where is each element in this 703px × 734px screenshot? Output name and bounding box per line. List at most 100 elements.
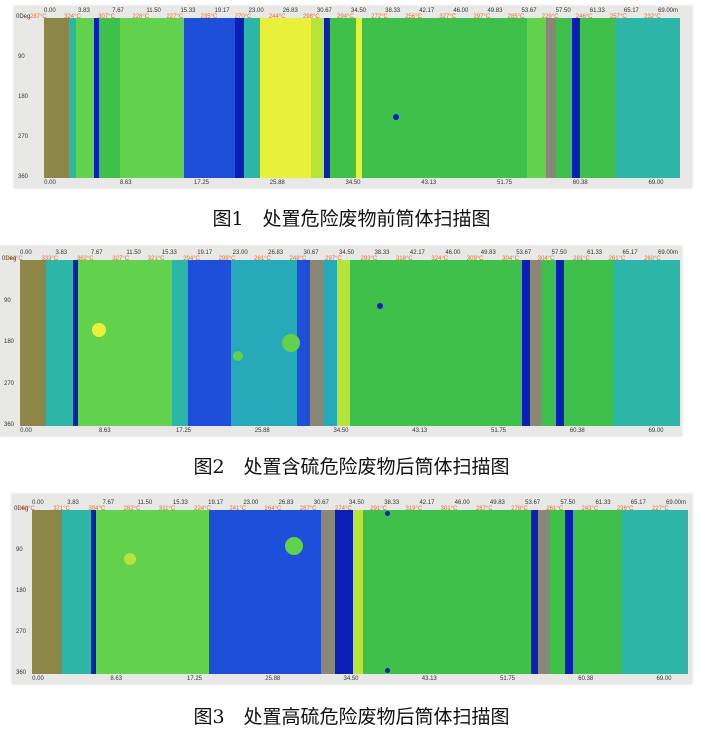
scan-band bbox=[521, 260, 530, 426]
top-temperature-label: 235°C bbox=[200, 14, 218, 20]
x-tick-label: 34.50 bbox=[345, 180, 361, 186]
top-temperature-label: 244°C bbox=[268, 14, 286, 20]
top-temperature-label: 227°C bbox=[166, 14, 184, 20]
top-position-label: 26.83 bbox=[268, 250, 284, 256]
scan-screen-1: 0Deg 0.00 287°C 3.83 324°C 7.67 307°C 11.50 228… bbox=[14, 6, 692, 188]
x-tick-label: 69.00 bbox=[648, 180, 664, 186]
x-tick-label: 43.13 bbox=[421, 180, 437, 186]
scan-band bbox=[78, 260, 172, 426]
top-temperature-label: 261°C bbox=[546, 506, 564, 512]
top-temperature-label: 324°C bbox=[431, 256, 449, 262]
top-temperature-label: 298°C bbox=[302, 14, 320, 20]
scan-band bbox=[93, 18, 99, 178]
top-temperature-label: 311°C bbox=[158, 506, 176, 512]
top-temperature-label: 327°C bbox=[439, 14, 457, 20]
top-position-label: 65.17 bbox=[622, 250, 638, 256]
top-temperature-label: 285°C bbox=[507, 14, 525, 20]
figure-caption-1: 图1 处置危险废物前筒体扫描图 bbox=[212, 208, 491, 230]
scan-band bbox=[614, 260, 680, 426]
x-tick-label: 25.88 bbox=[254, 428, 270, 434]
scan-band bbox=[335, 510, 354, 674]
top-temperature-label: 294°C bbox=[337, 14, 354, 20]
top-position-label: 11.50 bbox=[137, 500, 153, 506]
top-position-label: 57.50 bbox=[551, 250, 567, 256]
top-temperature-label: 246°C bbox=[575, 14, 593, 20]
scan-band bbox=[527, 18, 547, 178]
top-position-label: 57.50 bbox=[555, 8, 571, 14]
top-position-label: 34.50 bbox=[351, 8, 367, 14]
scan-band bbox=[571, 18, 580, 178]
scan-band bbox=[46, 260, 73, 426]
top-temperature-label: 307°C bbox=[98, 14, 115, 20]
top-position-label: 3.83 bbox=[67, 500, 79, 506]
y-tick-label: 180 bbox=[16, 588, 27, 594]
scan-band bbox=[209, 510, 321, 674]
top-temperature-label: 287°C bbox=[30, 14, 47, 20]
x-tick-label: 69.00 bbox=[648, 428, 664, 434]
scan-band bbox=[69, 18, 76, 178]
top-temperature-label: 256°C bbox=[405, 14, 422, 20]
top-temperature-label: 304°C bbox=[502, 256, 519, 262]
top-temperature-label: 229°C bbox=[541, 14, 559, 20]
top-position-label: 19.17 bbox=[214, 8, 230, 14]
hot-spot bbox=[232, 351, 243, 362]
scan-band bbox=[529, 260, 542, 426]
top-position-label: 38.33 bbox=[384, 500, 400, 506]
top-position-label: 49.83 bbox=[487, 8, 503, 14]
scan-band bbox=[171, 260, 189, 426]
top-temperature-label: 270°C bbox=[234, 14, 252, 20]
scan-band bbox=[32, 510, 62, 674]
y-tick-label: 180 bbox=[18, 94, 29, 100]
top-temperature-label: 272°C bbox=[371, 14, 388, 20]
top-temperature-label: 314°C bbox=[6, 256, 23, 262]
y-unit-label: 0Deg bbox=[16, 14, 31, 20]
scan-screen-2: 0Deg 0.00 314°C 3.83 333°C 7.67 362°C 11.50 327… bbox=[0, 246, 682, 436]
top-position-label: 46.00 bbox=[445, 250, 461, 256]
top-position-label: 30.67 bbox=[303, 250, 319, 256]
y-tick-label: 270 bbox=[4, 380, 15, 387]
top-temperature-label: 297°C bbox=[325, 256, 342, 262]
scan-band bbox=[323, 18, 331, 178]
scan-band bbox=[20, 260, 47, 426]
hot-spot bbox=[124, 553, 137, 566]
top-temperature-label: 371°C bbox=[53, 506, 70, 512]
scan-band bbox=[362, 18, 528, 178]
x-tick-label: 0.00 bbox=[44, 180, 56, 186]
x-tick-label: 17.25 bbox=[193, 180, 210, 186]
figure-3: 0Deg 0.00 332°C 3.83 371°C 7.67 304°C 11.50 282… bbox=[0, 490, 703, 734]
y-tick-label: 270 bbox=[16, 629, 27, 635]
scan-band bbox=[244, 18, 261, 178]
x-tick-label: 0.00 bbox=[32, 676, 44, 682]
top-temperature-label: 257°C bbox=[609, 14, 627, 20]
top-position-label: 49.83 bbox=[480, 250, 496, 256]
scan-band bbox=[183, 18, 235, 178]
top-position-label: 15.33 bbox=[172, 500, 188, 506]
scan-band bbox=[336, 260, 350, 426]
top-position-label: 69.00m bbox=[658, 8, 679, 14]
y-unit-label: 0Deg bbox=[14, 506, 29, 512]
top-position-label: 26.83 bbox=[278, 500, 294, 506]
top-temperature-label: 321°C bbox=[147, 256, 165, 262]
top-position-label: 53.67 bbox=[521, 8, 537, 14]
top-temperature-label: 287°C bbox=[475, 506, 493, 512]
top-temperature-label: 236°C bbox=[616, 506, 634, 512]
top-position-label: 61.33 bbox=[595, 500, 611, 506]
x-tick-label: 43.13 bbox=[412, 428, 428, 434]
top-temperature-label: 274°C bbox=[335, 506, 352, 512]
hot-spot bbox=[392, 114, 399, 121]
y-tick-label: 90 bbox=[4, 297, 11, 304]
scan-band bbox=[555, 18, 572, 178]
scan-band bbox=[310, 260, 324, 426]
top-temperature-label: 304°C bbox=[537, 256, 555, 262]
scan-band bbox=[323, 260, 337, 426]
top-position-label: 53.67 bbox=[525, 500, 541, 506]
top-position-label: 34.50 bbox=[339, 250, 355, 256]
top-position-label: 11.50 bbox=[126, 250, 141, 256]
y-tick-label: 270 bbox=[18, 134, 29, 140]
top-temperature-label: 228°C bbox=[132, 14, 150, 20]
top-temperature-label: 261°C bbox=[608, 256, 626, 262]
top-temperature-label: 299°C bbox=[218, 256, 236, 262]
x-tick-label: 25.88 bbox=[269, 180, 285, 186]
x-tick-label: 17.25 bbox=[175, 428, 192, 434]
top-temperature-label: 297°C bbox=[473, 14, 491, 20]
